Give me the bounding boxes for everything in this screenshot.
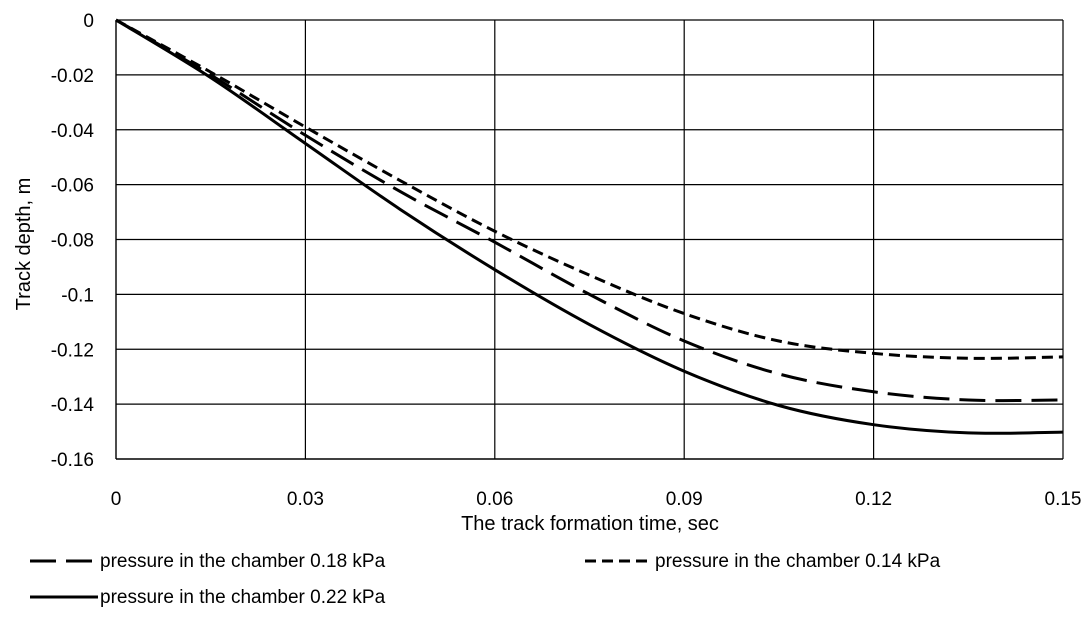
- axes: [115, 20, 1063, 460]
- y-tick-label: -0.16: [51, 450, 94, 471]
- series-line-2: [115, 18, 1064, 360]
- legend-label: pressure in the chamber 0.18 kPa: [100, 551, 386, 572]
- y-tick-label: -0.04: [51, 121, 95, 142]
- x-tick-label: 0.15: [1045, 489, 1082, 510]
- series-line-3: [115, 18, 1064, 435]
- legend-item: pressure in the chamber 0.18 kPa: [30, 551, 386, 572]
- legend-label: pressure in the chamber 0.14 kPa: [655, 551, 941, 572]
- series-line-1: [115, 18, 1064, 403]
- series-lines: [115, 18, 1064, 435]
- grid-lines: [116, 19, 1064, 459]
- y-axis-label: Track depth, m: [13, 178, 35, 311]
- legend: pressure in the chamber 0.18 kPa pressure…: [30, 551, 941, 608]
- y-tick-label: 0: [83, 11, 94, 32]
- legend-item: pressure in the chamber 0.22 kPa: [30, 587, 386, 608]
- y-tick-label: -0.06: [51, 176, 94, 197]
- tick-labels: 0 -0.02 -0.04 -0.06 -0.08 -0.1 -0.12 -0.14 -0.16…: [51, 11, 1082, 510]
- x-tick-label: 0: [111, 489, 122, 510]
- y-tick-label: -0.14: [51, 395, 95, 416]
- y-tick-label: -0.12: [51, 340, 94, 361]
- x-axis-label: The track formation time, sec: [461, 513, 719, 535]
- x-tick-label: 0.06: [476, 489, 513, 510]
- legend-label: pressure in the chamber 0.22 kPa: [100, 587, 386, 608]
- x-tick-label: 0.12: [855, 489, 892, 510]
- x-tick-label: 0.09: [666, 489, 703, 510]
- x-tick-label: 0.03: [287, 489, 324, 510]
- y-tick-label: -0.1: [61, 285, 94, 306]
- y-tick-label: -0.02: [51, 66, 94, 87]
- y-tick-label: -0.08: [51, 231, 94, 252]
- legend-item: pressure in the chamber 0.14 kPa: [585, 551, 941, 572]
